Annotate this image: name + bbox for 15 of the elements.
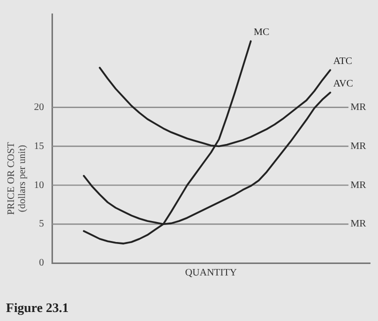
x-axis-title: QUANTITY — [185, 268, 237, 279]
y-tick-label: 10 — [34, 180, 44, 191]
y-tick-label: 15 — [34, 140, 44, 152]
y-tick-label: 20 — [34, 102, 44, 113]
ref-line-label: MR — [350, 218, 366, 230]
series-label: ATC — [333, 56, 352, 68]
caption: Figure 23.1 — [6, 300, 69, 315]
ref-line-label: MR — [350, 102, 366, 113]
series-label: MC — [254, 27, 270, 38]
ref-line-label: MR — [350, 180, 366, 191]
y-axis-title: PRICE OR COST (dollars per unit) — [6, 142, 28, 215]
y-tick-label: 0 — [39, 258, 44, 269]
y-tick-label: 5 — [39, 218, 44, 230]
ref-line-label: MR — [350, 140, 366, 152]
series-label: AVC — [333, 78, 354, 90]
